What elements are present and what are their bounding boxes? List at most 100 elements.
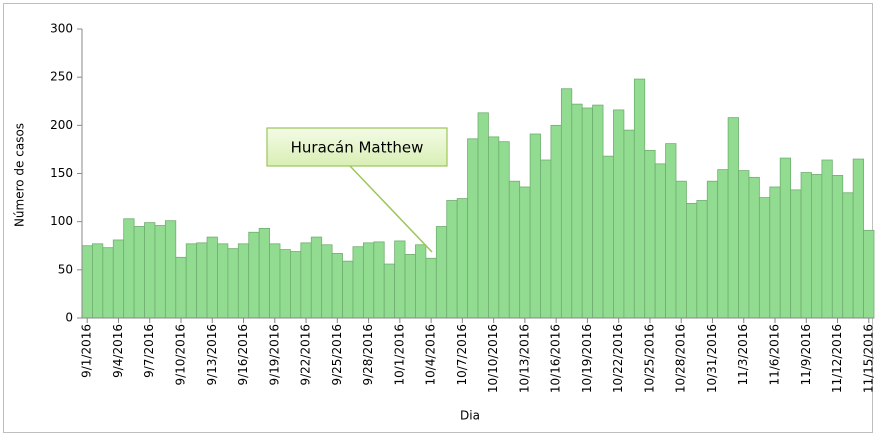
bar <box>769 186 781 319</box>
bar <box>331 253 343 319</box>
bar <box>383 263 396 319</box>
x-tick-label: 9/19/2016 <box>267 324 281 386</box>
bar <box>529 133 541 319</box>
bar <box>321 244 333 319</box>
y-axis-label: Número de casos <box>13 123 27 227</box>
x-tick-label: 10/10/2016 <box>486 324 500 393</box>
bar <box>508 180 521 319</box>
bar <box>811 174 823 319</box>
y-tick-label: 150 <box>50 166 73 180</box>
annotation-text: Huracán Matthew <box>291 139 424 157</box>
bar <box>623 129 635 319</box>
bar <box>758 197 771 319</box>
bar <box>185 243 198 319</box>
bar <box>435 226 448 319</box>
bar <box>644 149 656 319</box>
x-tick-label: 9/7/2016 <box>142 324 156 378</box>
bar <box>92 243 104 319</box>
bar <box>863 229 875 319</box>
x-tick-label: 11/6/2016 <box>768 324 782 386</box>
x-tick-label: 10/25/2016 <box>642 324 656 393</box>
bar <box>613 109 625 319</box>
bar <box>852 158 864 319</box>
x-tick-label: 9/22/2016 <box>299 324 313 386</box>
bar <box>800 172 812 319</box>
bar <box>790 189 802 319</box>
bar <box>477 112 489 319</box>
x-tick-label: 11/3/2016 <box>736 324 750 386</box>
bar <box>779 157 792 319</box>
bar <box>831 175 844 319</box>
bar <box>675 180 687 319</box>
bar <box>581 107 594 319</box>
bar <box>279 249 291 319</box>
bar <box>404 254 416 319</box>
annotation-box <box>266 127 448 167</box>
bar <box>654 163 666 319</box>
x-tick-label: 10/4/2016 <box>424 324 438 386</box>
bar <box>602 155 614 319</box>
y-tick-label: 250 <box>50 70 73 84</box>
bar <box>133 226 145 319</box>
bar <box>540 159 552 319</box>
annotation-pointer <box>349 165 433 253</box>
x-tick-label: 10/1/2016 <box>392 324 406 386</box>
bar <box>592 104 604 319</box>
bar <box>206 236 218 319</box>
bar <box>217 243 229 319</box>
bar <box>269 243 281 319</box>
bar <box>696 200 708 319</box>
y-tick-label: 300 <box>50 22 73 36</box>
x-tick-label: 10/19/2016 <box>580 324 594 393</box>
bar <box>842 192 854 319</box>
bar <box>446 200 458 319</box>
bar <box>665 143 677 319</box>
bar <box>237 243 250 319</box>
x-tick-label: 9/25/2016 <box>330 324 344 386</box>
x-tick-label: 10/13/2016 <box>517 324 531 393</box>
bar <box>352 246 364 319</box>
bar <box>560 88 573 319</box>
bar <box>164 220 177 319</box>
bar <box>727 117 739 319</box>
bar <box>258 228 270 319</box>
bar <box>686 202 698 319</box>
bar <box>342 260 354 319</box>
bar <box>112 239 125 319</box>
bar <box>102 247 114 319</box>
bar <box>154 225 166 319</box>
bar <box>81 245 93 319</box>
x-tick-label: 9/28/2016 <box>361 324 375 386</box>
x-tick-label: 9/1/2016 <box>80 324 94 378</box>
bar <box>821 159 833 319</box>
bar <box>706 180 719 319</box>
y-tick-label: 200 <box>50 118 73 132</box>
y-tick-label: 0 <box>65 311 73 325</box>
bar <box>550 124 562 319</box>
x-tick-label: 10/28/2016 <box>674 324 688 393</box>
bar <box>571 103 583 319</box>
bar <box>425 257 437 319</box>
bar <box>362 242 375 319</box>
bar <box>144 222 156 319</box>
x-tick-label: 9/13/2016 <box>205 324 219 386</box>
bar <box>717 169 729 319</box>
bar <box>738 170 750 319</box>
bar <box>175 256 187 319</box>
bar <box>196 242 208 319</box>
bar <box>290 251 302 319</box>
x-tick-label: 10/16/2016 <box>549 324 563 393</box>
bar <box>467 138 479 319</box>
x-tick-label: 9/4/2016 <box>111 324 125 378</box>
x-axis-label: Dia <box>460 409 480 423</box>
x-tick-label: 11/15/2016 <box>861 324 875 393</box>
bar <box>310 236 323 319</box>
x-tick-label: 10/22/2016 <box>611 324 625 393</box>
y-tick-label: 100 <box>50 214 73 228</box>
y-tick-label: 50 <box>58 262 73 276</box>
bar <box>633 78 646 319</box>
bar <box>373 241 385 319</box>
bar <box>456 198 468 319</box>
x-tick-label: 11/9/2016 <box>799 324 813 386</box>
